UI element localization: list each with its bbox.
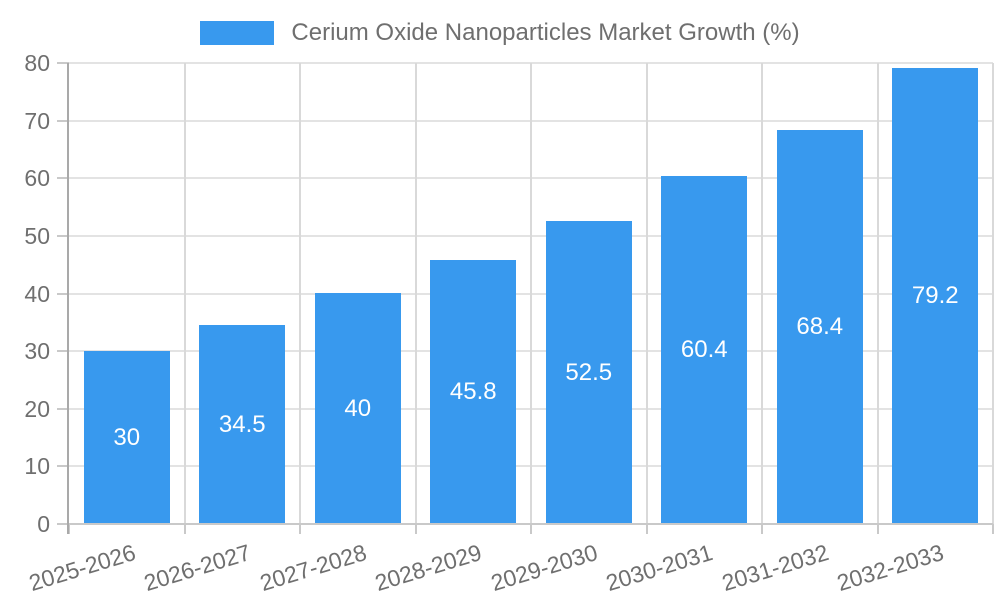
x-axis-tick xyxy=(183,524,186,534)
x-axis-tick xyxy=(645,524,648,534)
gridline-vertical xyxy=(530,63,532,524)
legend-item[interactable]: Cerium Oxide Nanoparticles Market Growth… xyxy=(0,19,1000,47)
y-axis-line xyxy=(67,63,69,534)
bar[interactable]: 68.4 xyxy=(776,130,863,524)
bar-value-label: 34.5 xyxy=(218,410,266,438)
bar[interactable]: 60.4 xyxy=(661,176,748,524)
bar[interactable]: 40 xyxy=(314,293,401,524)
y-axis-tick xyxy=(57,62,69,64)
y-axis-tick xyxy=(57,234,69,237)
y-axis-tick xyxy=(57,119,69,122)
legend-label: Cerium Oxide Nanoparticles Market Growth… xyxy=(291,19,800,46)
gridline-vertical xyxy=(992,63,994,524)
x-axis-label: 2029-2030 xyxy=(487,539,601,597)
gridline-vertical xyxy=(876,63,879,524)
x-axis-tick xyxy=(414,524,417,534)
bar-value-label: 30 xyxy=(113,423,141,451)
bar-value-label: 52.5 xyxy=(565,358,613,386)
legend-swatch xyxy=(200,21,275,45)
y-axis-tick xyxy=(57,523,69,525)
x-axis-tick xyxy=(761,524,763,534)
y-axis-label: 40 xyxy=(24,280,50,307)
bar-value-label: 45.8 xyxy=(449,378,497,405)
x-axis-tick xyxy=(992,524,994,534)
bar-value-label: 79.2 xyxy=(911,282,959,309)
gridline-vertical xyxy=(414,63,417,524)
x-axis-label: 2028-2029 xyxy=(372,539,485,597)
gridline-vertical xyxy=(761,63,763,524)
bar-value-label: 60.4 xyxy=(680,336,728,363)
x-axis-label: 2030-2031 xyxy=(603,539,716,597)
x-axis-label: 2025-2026 xyxy=(25,539,139,597)
bar-value-label: 68.4 xyxy=(796,313,844,340)
bar[interactable]: 30 xyxy=(83,351,170,524)
y-axis-label: 30 xyxy=(24,338,50,365)
x-axis-tick xyxy=(299,524,301,534)
y-axis-tick xyxy=(57,350,69,353)
bar[interactable]: 79.2 xyxy=(892,68,979,524)
x-axis-label: 2032-2033 xyxy=(834,539,947,597)
x-axis-label: 2027-2028 xyxy=(256,539,370,597)
y-axis-label: 20 xyxy=(24,395,50,422)
x-axis-line xyxy=(69,523,993,525)
x-axis-tick xyxy=(876,524,879,534)
bar[interactable]: 52.5 xyxy=(545,221,632,524)
x-axis-tick xyxy=(530,524,532,534)
y-axis-label: 60 xyxy=(24,165,50,192)
x-axis-label: 2026-2027 xyxy=(141,539,254,597)
gridline-vertical xyxy=(299,63,301,524)
x-axis-tick xyxy=(68,524,70,534)
bar[interactable]: 45.8 xyxy=(430,260,517,524)
y-axis-tick xyxy=(57,465,69,468)
y-axis-label: 50 xyxy=(24,222,50,249)
y-axis-label: 80 xyxy=(24,50,50,76)
gridline-vertical xyxy=(645,63,648,524)
gridline-vertical xyxy=(183,63,186,524)
y-axis-label: 10 xyxy=(24,453,50,480)
y-axis-label: 0 xyxy=(37,511,50,537)
y-axis-tick xyxy=(57,177,69,180)
bar-value-label: 40 xyxy=(344,394,372,422)
y-axis-tick xyxy=(57,292,69,295)
x-axis-label: 2031-2032 xyxy=(718,539,832,597)
bar[interactable]: 34.5 xyxy=(199,325,286,524)
y-axis-label: 70 xyxy=(24,107,50,134)
y-axis-tick xyxy=(57,407,69,410)
